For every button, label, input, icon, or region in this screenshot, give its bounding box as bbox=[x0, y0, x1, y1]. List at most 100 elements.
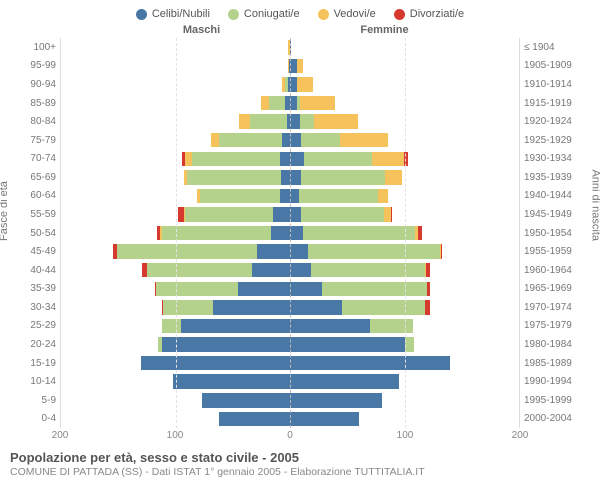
bar-segment-celibi bbox=[281, 170, 290, 184]
chart-title: Popolazione per età, sesso e stato civil… bbox=[0, 444, 600, 465]
bar-segment-celibi bbox=[257, 244, 290, 258]
bar-segment-coniugati bbox=[185, 207, 273, 221]
bar-segment-coniugati bbox=[405, 337, 414, 351]
legend-label: Divorziati/e bbox=[410, 8, 464, 20]
x-tick: 200 bbox=[52, 430, 69, 441]
age-label: 30-34 bbox=[16, 298, 56, 317]
legend-item: Coniugati/e bbox=[228, 8, 300, 20]
x-ticks: 2001000100200 bbox=[60, 430, 520, 444]
bar-segment-celibi bbox=[290, 319, 370, 333]
bar-segment-coniugati bbox=[342, 300, 426, 314]
year-label: 1930-1934 bbox=[524, 149, 584, 168]
center-line bbox=[290, 38, 291, 428]
bar-segment-celibi bbox=[290, 77, 297, 91]
bar-segment-divorziati bbox=[441, 244, 442, 258]
bar-segment-vedovi bbox=[239, 114, 250, 128]
x-tick: 200 bbox=[512, 430, 529, 441]
bar-segment-celibi bbox=[162, 337, 290, 351]
bar-segment-coniugati bbox=[192, 152, 280, 166]
bar-segment-celibi bbox=[290, 393, 382, 407]
bar-segment-vedovi bbox=[185, 152, 192, 166]
year-label: 1910-1914 bbox=[524, 75, 584, 94]
bar-segment-vedovi bbox=[211, 133, 219, 147]
bar-segment-celibi bbox=[290, 170, 301, 184]
legend-swatch bbox=[318, 9, 329, 20]
year-label: 1980-1984 bbox=[524, 335, 584, 354]
bar-segment-celibi bbox=[290, 282, 322, 296]
legend-swatch bbox=[136, 9, 147, 20]
bar-segment-vedovi bbox=[372, 152, 404, 166]
legend: Celibi/NubiliConiugati/eVedovi/eDivorzia… bbox=[0, 0, 600, 24]
bar-segment-celibi bbox=[290, 244, 308, 258]
bar-segment-vedovi bbox=[261, 96, 269, 110]
bar-segment-vedovi bbox=[314, 114, 358, 128]
y-axis-left: 100+95-9990-9485-8980-8475-7970-7465-696… bbox=[16, 38, 60, 428]
bar-segment-celibi bbox=[290, 356, 450, 370]
bar-segment-celibi bbox=[219, 412, 290, 426]
bar-segment-coniugati bbox=[162, 226, 271, 240]
year-label: 1935-1939 bbox=[524, 168, 584, 187]
year-label: ≤ 1904 bbox=[524, 38, 584, 57]
bar-segment-coniugati bbox=[300, 114, 314, 128]
bar-segment-celibi bbox=[280, 189, 290, 203]
bar-segment-coniugati bbox=[117, 244, 257, 258]
legend-item: Vedovi/e bbox=[318, 8, 376, 20]
bar-segment-celibi bbox=[290, 374, 399, 388]
age-label: 25-29 bbox=[16, 317, 56, 336]
header-maschi: Maschi bbox=[110, 24, 293, 36]
bar-segment-celibi bbox=[280, 152, 290, 166]
bar-segment-coniugati bbox=[308, 244, 440, 258]
year-label: 1970-1974 bbox=[524, 298, 584, 317]
bar-segment-celibi bbox=[290, 59, 297, 73]
x-tick: 100 bbox=[167, 430, 184, 441]
bar-segment-vedovi bbox=[378, 189, 388, 203]
bar-segment-coniugati bbox=[303, 226, 415, 240]
age-label: 40-44 bbox=[16, 261, 56, 280]
bar-segment-divorziati bbox=[425, 300, 430, 314]
bar-segment-coniugati bbox=[301, 207, 383, 221]
year-label: 1955-1959 bbox=[524, 242, 584, 261]
bar-segment-celibi bbox=[290, 300, 342, 314]
year-label: 1975-1979 bbox=[524, 317, 584, 336]
bar-segment-coniugati bbox=[219, 133, 282, 147]
bar-segment-celibi bbox=[290, 96, 297, 110]
bar-segment-divorziati bbox=[391, 207, 392, 221]
bar-segment-coniugati bbox=[311, 263, 426, 277]
year-label: 1915-1919 bbox=[524, 94, 584, 113]
legend-item: Divorziati/e bbox=[394, 8, 464, 20]
year-label: 1965-1969 bbox=[524, 280, 584, 299]
age-label: 45-49 bbox=[16, 242, 56, 261]
x-tick: 0 bbox=[287, 430, 293, 441]
age-label: 35-39 bbox=[16, 280, 56, 299]
bar-segment-celibi bbox=[290, 263, 311, 277]
bar-segment-coniugati bbox=[187, 170, 281, 184]
bar-segment-coniugati bbox=[301, 133, 340, 147]
age-label: 50-54 bbox=[16, 224, 56, 243]
age-label: 80-84 bbox=[16, 112, 56, 131]
year-label: 1945-1949 bbox=[524, 205, 584, 224]
age-label: 20-24 bbox=[16, 335, 56, 354]
bar-segment-vedovi bbox=[340, 133, 388, 147]
bar-segment-celibi bbox=[290, 152, 304, 166]
year-label: 1995-1999 bbox=[524, 391, 584, 410]
year-label: 1905-1909 bbox=[524, 57, 584, 76]
year-label: 2000-2004 bbox=[524, 410, 584, 429]
age-label: 90-94 bbox=[16, 75, 56, 94]
bar-segment-celibi bbox=[173, 374, 290, 388]
y-axis-title-right: Anni di nascita bbox=[590, 169, 600, 241]
x-axis: 2001000100200 bbox=[16, 428, 584, 444]
bar-segment-celibi bbox=[290, 412, 359, 426]
chart-subtitle: COMUNE DI PATTADA (SS) - Dati ISTAT 1° g… bbox=[0, 465, 600, 482]
legend-swatch bbox=[394, 9, 405, 20]
age-label: 10-14 bbox=[16, 372, 56, 391]
bar-segment-coniugati bbox=[156, 282, 238, 296]
age-label: 85-89 bbox=[16, 94, 56, 113]
bar-segment-coniugati bbox=[299, 189, 378, 203]
bar-segment-celibi bbox=[290, 189, 299, 203]
bar-segment-celibi bbox=[252, 263, 290, 277]
bar-segment-celibi bbox=[290, 133, 301, 147]
age-label: 70-74 bbox=[16, 149, 56, 168]
column-headers: Maschi Femmine bbox=[0, 24, 600, 38]
year-label: 1990-1994 bbox=[524, 372, 584, 391]
bar-segment-vedovi bbox=[297, 77, 313, 91]
